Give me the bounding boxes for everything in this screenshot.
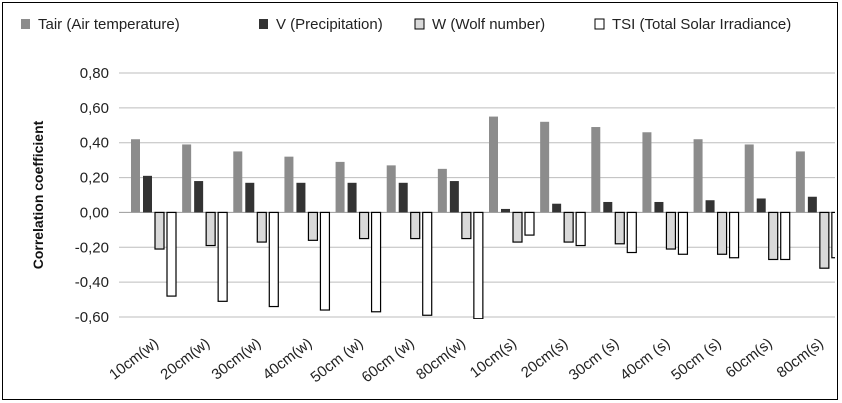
bar-1-12 [756, 198, 766, 213]
bar-2-3 [307, 211, 319, 241]
bar-3-5 [422, 211, 433, 316]
bar-1-5 [398, 182, 408, 213]
bar-0-12 [744, 144, 754, 213]
bar-2-4 [358, 211, 370, 240]
x-tick-label: 50cm (w) [307, 335, 366, 386]
x-tick-label: 80cm(w) [413, 335, 469, 384]
bar-3-0 [166, 211, 177, 297]
y-tick-label: 0,20 [80, 170, 109, 187]
bar-0-13 [795, 151, 805, 213]
bar-0-10 [642, 132, 652, 213]
bar-3-4 [370, 211, 382, 313]
bar-0-7 [489, 116, 498, 213]
bar-3-2 [268, 211, 279, 308]
bar-3-8 [575, 211, 586, 247]
bar-0-4 [335, 161, 345, 213]
bar-0-6 [437, 168, 447, 213]
y-tick-label: 0,40 [80, 135, 109, 152]
bar-2-7 [512, 211, 523, 243]
bar-2-11 [716, 211, 728, 255]
bar-1-11 [705, 200, 715, 213]
bar-3-9 [626, 211, 637, 254]
bar-3-7 [524, 211, 535, 236]
bar-1-0 [143, 175, 152, 213]
bar-3-6 [473, 211, 484, 319]
bar-1-13 [807, 196, 817, 213]
legend-swatch [259, 19, 268, 29]
bar-3-3 [319, 211, 331, 311]
bar-2-13 [819, 211, 830, 269]
bar-2-0 [154, 211, 165, 250]
bar-0-2 [233, 151, 243, 213]
y-tick-label: 0,80 [80, 65, 109, 82]
bar-2-8 [563, 211, 574, 243]
y-axis-title: Correlation coefficient [30, 120, 46, 269]
bar-3-1 [217, 211, 228, 302]
y-tick-label: 0,60 [80, 100, 109, 117]
y-tick-label: -0,60 [75, 309, 109, 326]
bar-2-9 [614, 211, 625, 245]
x-tick-label: 40cm(w) [260, 335, 316, 384]
x-tick-label: 50cm (s) [668, 335, 724, 384]
bar-1-7 [501, 208, 510, 213]
y-tick-label: 0,00 [80, 204, 109, 221]
bar-0-0 [131, 139, 140, 213]
legend-label: TSI (Total Solar Irradiance) [612, 16, 791, 33]
y-tick-label: -0,20 [75, 239, 109, 256]
x-tick-label: 40cm (s) [617, 335, 673, 384]
x-tick-label: 60cm (w) [359, 335, 418, 386]
x-tick-label: 60cm(s) [723, 335, 776, 382]
legend-swatch [21, 19, 30, 29]
bar-2-10 [665, 211, 677, 250]
legend-label: Tair (Air temperature) [38, 16, 180, 33]
bar-2-5 [410, 211, 421, 240]
x-tick-label: 10cm(w) [106, 335, 162, 384]
bar-2-1 [205, 211, 216, 247]
bar-3-12 [780, 211, 791, 261]
legend-label: W (Wolf number) [432, 16, 545, 33]
bar-3-10 [677, 211, 689, 255]
bar-1-10 [654, 201, 664, 213]
x-tick-label: 20cm(s) [518, 335, 571, 382]
bar-0-1 [182, 144, 192, 213]
bar-chart: 0,80 0,60 0,40 0,20 0,00 -0,20 -0,40 -0,60 Corre… [21, 16, 835, 386]
bar-1-6 [449, 181, 459, 213]
bar-0-9 [591, 127, 601, 213]
bar-2-12 [768, 211, 779, 261]
bar-3-13 [831, 211, 835, 259]
bar-2-6 [461, 211, 472, 240]
legend-swatch [414, 18, 425, 30]
bar-1-8 [552, 203, 562, 213]
bar-0-8 [540, 121, 550, 213]
bar-1-2 [245, 182, 255, 213]
x-tick-label: 80cm(s) [774, 335, 827, 382]
bar-0-11 [693, 139, 703, 213]
x-tick-label: 30cm (s) [566, 335, 622, 384]
x-tick-label: 20cm(w) [157, 335, 213, 384]
bar-3-11 [728, 211, 740, 259]
bar-1-3 [296, 182, 306, 213]
bar-2-2 [256, 211, 267, 243]
bars-group [131, 116, 835, 319]
legend-swatch [594, 18, 605, 30]
legend-label: V (Precipitation) [276, 16, 383, 33]
bar-1-4 [347, 182, 357, 213]
x-tick-label: 10cm(s) [467, 335, 520, 382]
x-tick-label: 30cm(w) [208, 335, 264, 384]
bar-0-5 [386, 165, 396, 213]
y-tick-label: -0,40 [75, 274, 109, 291]
bar-1-1 [194, 181, 204, 213]
bar-1-9 [603, 201, 613, 213]
bar-0-3 [284, 156, 294, 213]
